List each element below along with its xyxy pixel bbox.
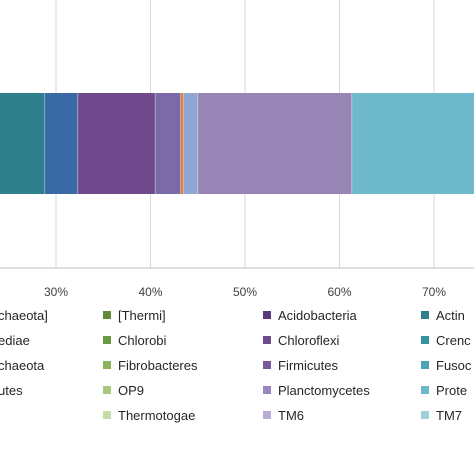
legend-swatch: [103, 386, 111, 394]
legend: chaeota] ediae chaeota utes [Thermi] Chlorobi…: [0, 308, 472, 423]
legend-swatch: [263, 361, 271, 369]
legend-swatch: [421, 311, 429, 319]
bar-segment: [351, 93, 474, 194]
legend-label: chaeota]: [0, 308, 48, 323]
bar-segment: [180, 93, 184, 194]
legend-label: utes: [0, 383, 23, 398]
bar-segment: [183, 93, 198, 194]
legend-label: Fibrobacteres: [118, 358, 198, 373]
bar-segments: [0, 93, 474, 194]
legend-label: Acidobacteria: [278, 308, 358, 323]
legend-swatch: [103, 336, 111, 344]
x-tick-label: 40%: [138, 285, 162, 299]
bar-segment: [77, 93, 156, 194]
legend-label: ediae: [0, 333, 30, 348]
legend-swatch: [263, 311, 271, 319]
legend-swatch: [103, 311, 111, 319]
legend-label: Fusoc: [436, 358, 472, 373]
legend-label: Thermotogae: [118, 408, 195, 423]
x-tick-label: 50%: [233, 285, 257, 299]
legend-swatch: [103, 361, 111, 369]
legend-label: Planctomycetes: [278, 383, 370, 398]
x-tick-label: 70%: [422, 285, 446, 299]
legend-label: TM6: [278, 408, 304, 423]
legend-swatch: [421, 336, 429, 344]
legend-label: Chlorobi: [118, 333, 167, 348]
x-tick-label: 30%: [44, 285, 68, 299]
legend-swatch: [263, 336, 271, 344]
legend-label: TM7: [436, 408, 462, 423]
legend-swatch: [421, 411, 429, 419]
legend-label: Prote: [436, 383, 467, 398]
legend-swatch: [103, 411, 111, 419]
legend-label: chaeota: [0, 358, 45, 373]
legend-swatch: [263, 386, 271, 394]
x-tick-labels: 30% 40% 50% 60% 70%: [44, 285, 446, 299]
x-tick-label: 60%: [327, 285, 351, 299]
legend-label: OP9: [118, 383, 144, 398]
legend-swatch: [421, 386, 429, 394]
bar-segment: [44, 93, 78, 194]
legend-label: Chloroflexi: [278, 333, 340, 348]
bar-segment: [197, 93, 352, 194]
legend-label: Crenc: [436, 333, 471, 348]
legend-swatch: [421, 361, 429, 369]
legend-swatch: [263, 411, 271, 419]
legend-label: [Thermi]: [118, 308, 166, 323]
bar-segment: [155, 93, 181, 194]
legend-label: Actin: [436, 308, 465, 323]
bar-segment: [0, 93, 45, 194]
legend-label: Firmicutes: [278, 358, 338, 373]
